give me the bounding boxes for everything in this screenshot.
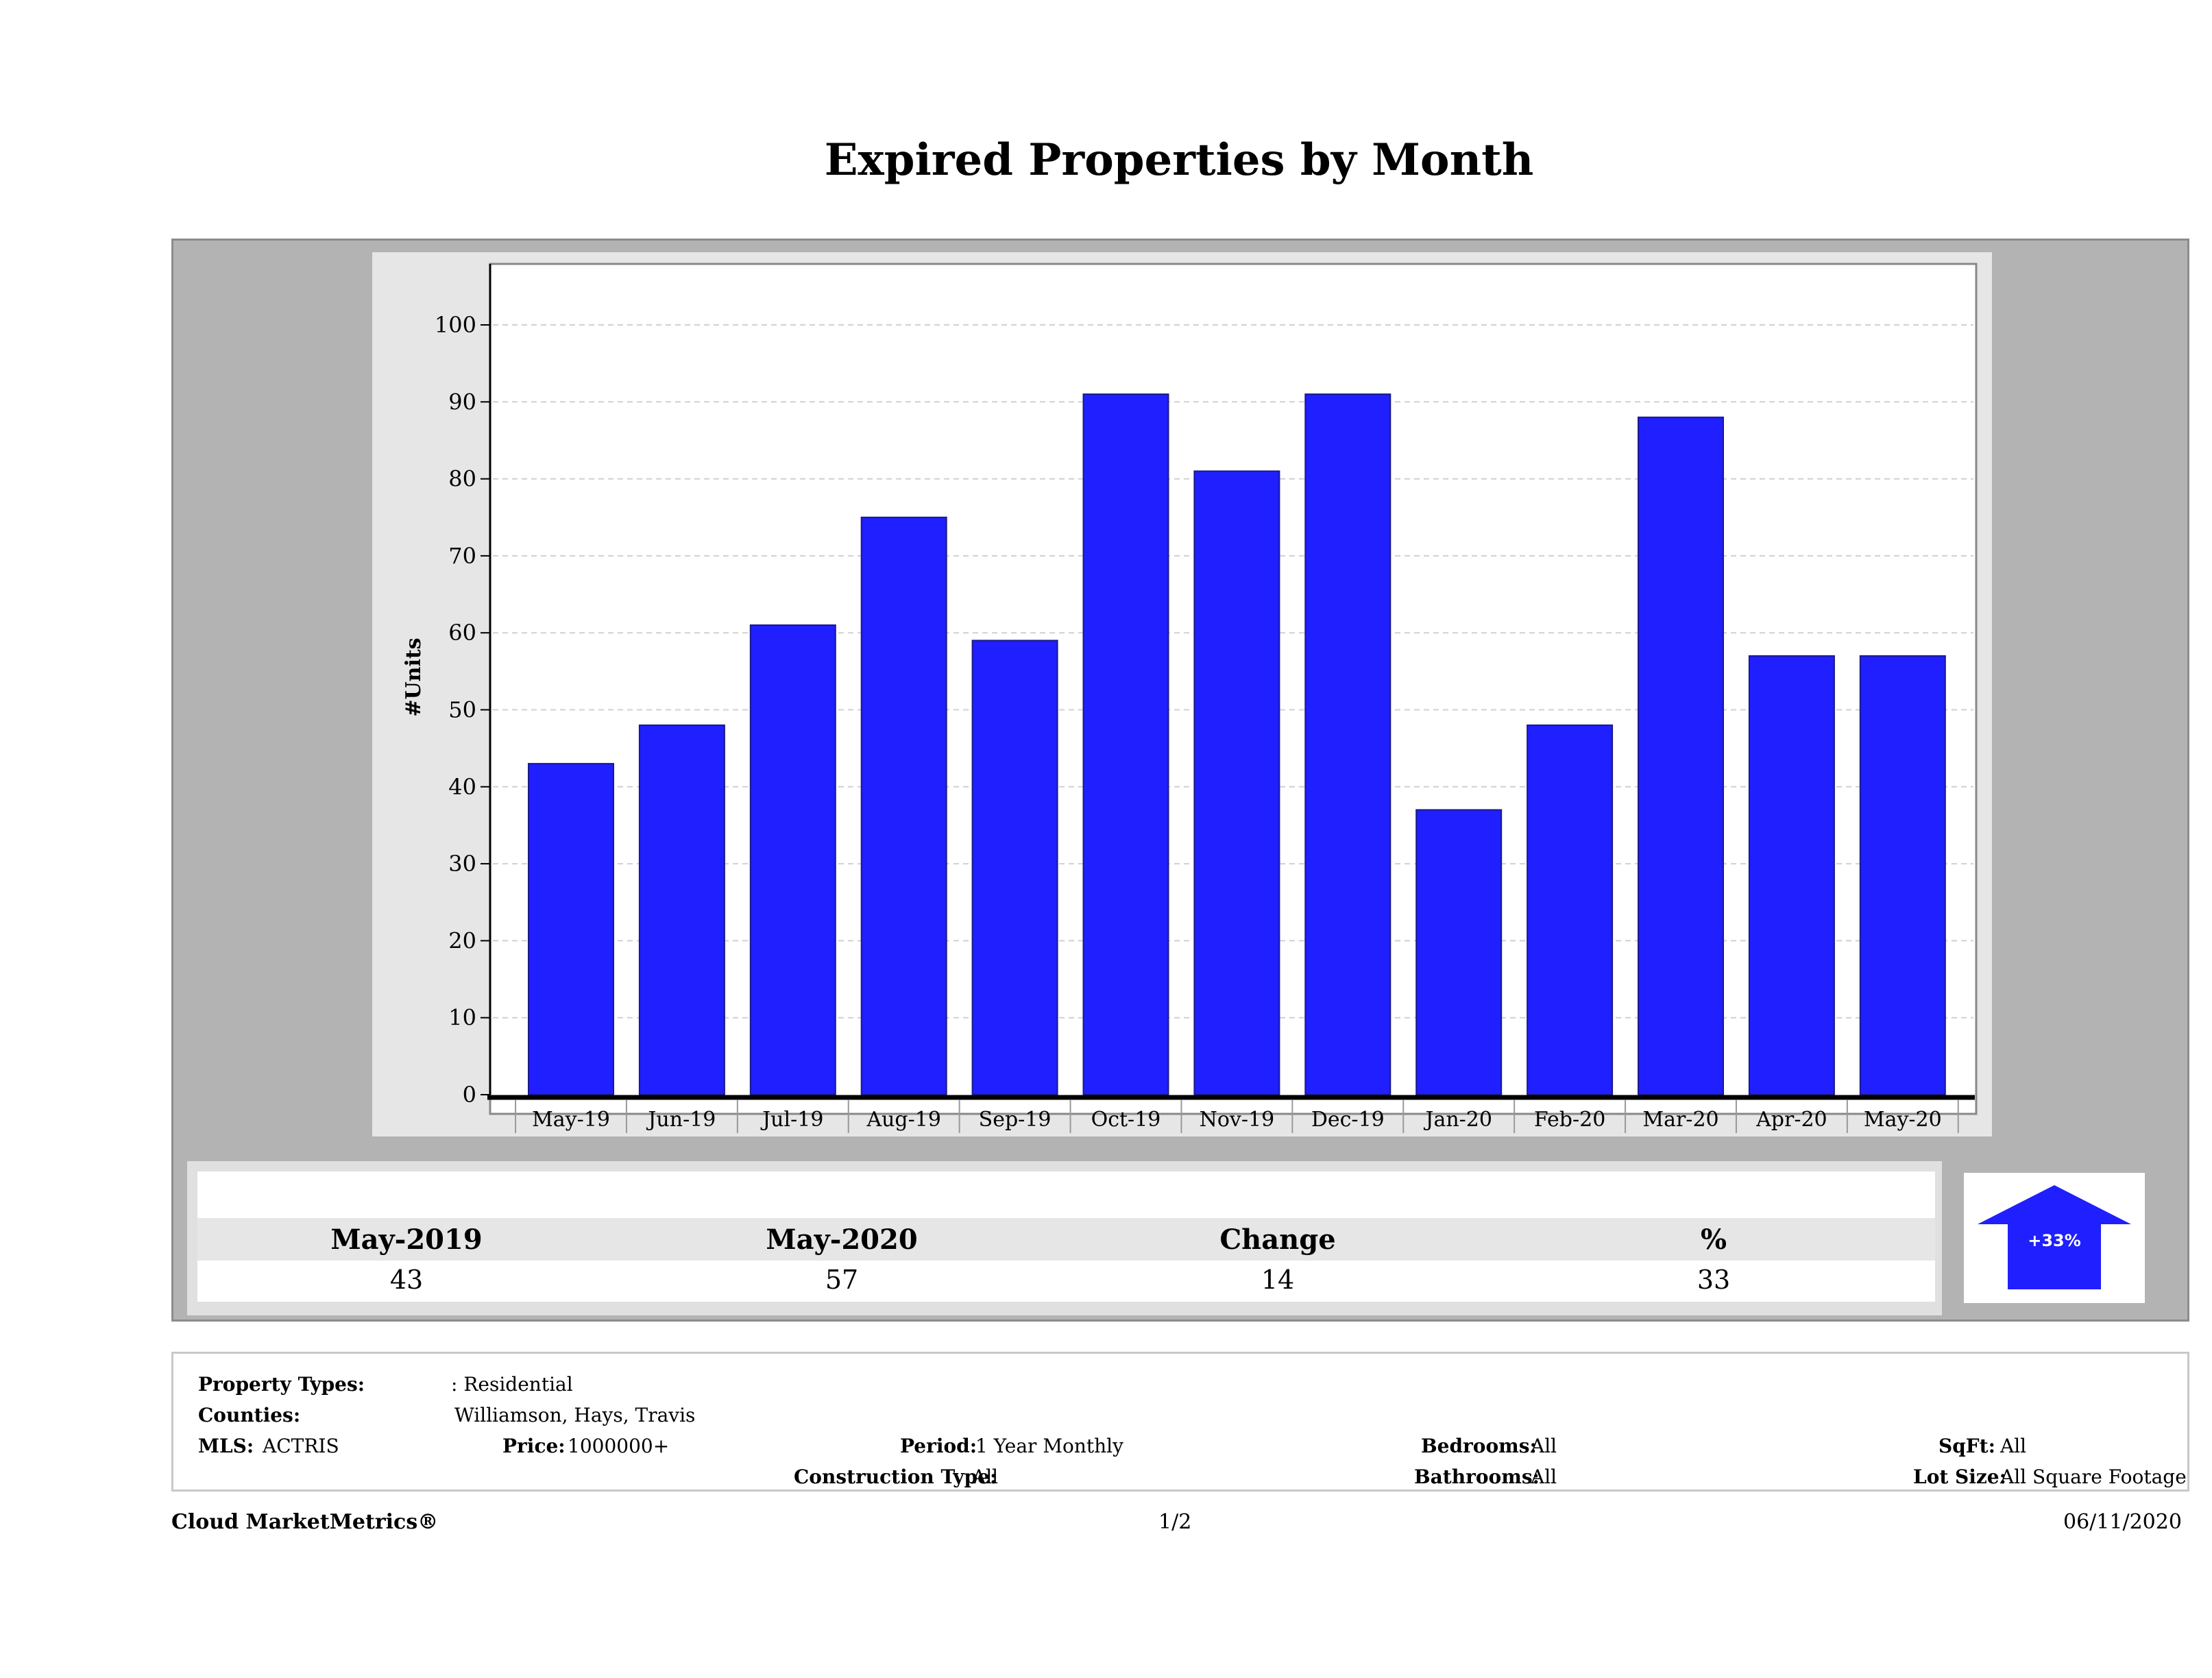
stats-summary: May-2019 May-2020 Change % 43 57 14 33 [187,1161,1942,1315]
price-label: Price: [502,1435,566,1457]
filter-info: Property Types: : Residential Counties: … [171,1352,2189,1492]
period-label: Period: [900,1435,977,1457]
stat-header-end: May-2020 [766,1224,918,1256]
y-tick-label: 10 [448,1005,476,1031]
stat-value-change: 14 [1261,1265,1295,1295]
x-tick-label: Jun-19 [646,1108,716,1132]
construction-type-label: Construction Type: [794,1466,997,1488]
x-tick-label: May-20 [1864,1108,1942,1132]
y-tick-label: 0 [463,1082,476,1108]
stat-value-percent: 33 [1697,1265,1731,1295]
counties-label: Counties: [198,1404,301,1426]
y-tick-label: 50 [448,697,476,723]
bar-May-19 [528,763,614,1095]
bar-Jun-19 [638,724,725,1095]
x-tick-label: Apr-20 [1755,1108,1827,1132]
footer-brand: Cloud MarketMetrics® [171,1510,439,1534]
x-tick-label: Feb-20 [1534,1108,1605,1132]
x-tick-label: Dec-19 [1311,1108,1385,1132]
bedrooms-value: All [1531,1435,1557,1457]
mls-value: ACTRIS [263,1435,339,1457]
stat-value-end: 57 [825,1265,859,1295]
y-tick-label: 100 [435,312,476,338]
bar-Sep-19 [971,640,1058,1095]
bar-Aug-19 [860,516,947,1095]
up-arrow-icon [1978,1185,2131,1289]
y-tick-label: 30 [448,851,476,877]
construction-type-value: All [972,1466,999,1488]
y-tick-label: 40 [448,774,476,800]
bar-Jan-20 [1415,809,1503,1095]
trend-indicator: +33% [1964,1173,2145,1303]
footer-page-number: 1/2 [1158,1510,1192,1534]
counties-value: Williamson, Hays, Travis [454,1404,696,1426]
lot-size-value: All Square Footage [2000,1466,2187,1488]
stats-value-row: 43 57 14 33 [197,1261,1935,1302]
x-tick-label: Jan-20 [1423,1108,1492,1132]
stat-header-percent: % [1700,1224,1727,1256]
x-tick-label: Mar-20 [1642,1108,1718,1132]
footer-date: 06/11/2020 [2063,1510,2182,1534]
y-tick-label: 90 [448,389,476,415]
y-tick-label: 80 [448,466,476,492]
x-tick-label: Oct-19 [1091,1108,1161,1132]
bar-Oct-19 [1082,393,1169,1095]
period-value: 1 Year Monthly [975,1435,1123,1457]
bar-Apr-20 [1748,655,1835,1095]
sqft-label: SqFt: [1938,1435,1995,1457]
property-types-label: Property Types: [198,1373,365,1396]
stats-header-row: May-2019 May-2020 Change % [197,1218,1935,1261]
y-tick-label: 20 [448,927,476,953]
bar-Dec-19 [1304,393,1391,1095]
bar-May-20 [1859,655,1946,1095]
chart-area: 0 10 20 30 40 50 60 70 80 90 100 May-19 Jun-19 Jul-19… [372,252,1992,1136]
stats-blank-row [197,1171,1935,1219]
bedrooms-label: Bedrooms: [1421,1435,1537,1457]
lot-size-label: Lot Size: [1913,1466,2006,1488]
bathrooms-value: All [1531,1466,1557,1488]
x-tick-label: Jul-19 [760,1108,823,1132]
price-value: 1000000+ [568,1435,670,1457]
bar-Mar-20 [1638,416,1724,1095]
chart-frame: 0 10 20 30 40 50 60 70 80 90 100 May-19 Jun-19 Jul-19… [171,239,2189,1322]
x-tick-label: Sep-19 [979,1108,1052,1132]
stat-value-start: 43 [389,1265,424,1295]
bathrooms-label: Bathrooms: [1414,1466,1540,1488]
y-tick-label: 70 [448,543,476,569]
y-tick-label: 60 [448,620,476,646]
y-axis-label: #Units [402,637,426,716]
stat-header-start: May-2019 [330,1224,483,1256]
mls-label: MLS: [198,1435,254,1457]
bar-chart: 0 10 20 30 40 50 60 70 80 90 100 May-19 Jun-19 Jul-19… [402,263,1978,1133]
x-tick-label: Aug-19 [866,1108,941,1132]
page-title: Expired Properties by Month [824,134,1534,186]
trend-percent-label: +33% [2028,1231,2081,1250]
property-types-value: : Residential [451,1373,573,1396]
x-tick-label: Nov-19 [1200,1108,1275,1132]
bar-Jul-19 [749,624,836,1095]
x-tick-label: May-19 [532,1108,610,1132]
stat-header-change: Change [1219,1224,1336,1256]
sqft-value: All [2000,1435,2027,1457]
bar-Nov-19 [1193,470,1280,1095]
bar-Feb-20 [1527,724,1614,1095]
